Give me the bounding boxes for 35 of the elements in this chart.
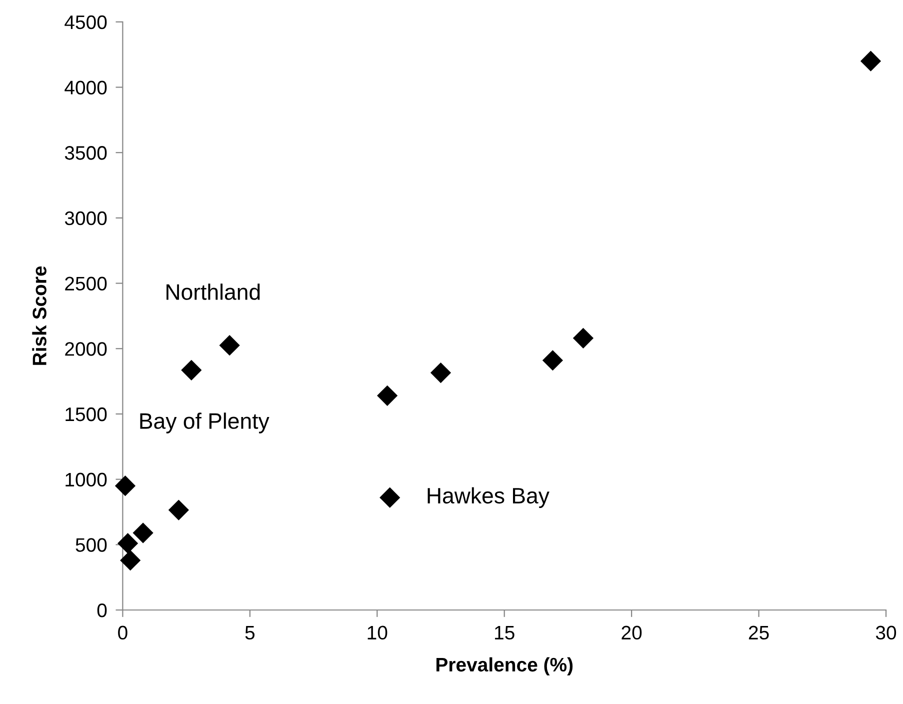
point: [181, 360, 202, 380]
y-tick-label: 4000: [64, 80, 107, 94]
y-tick-label: 0: [97, 603, 107, 618]
x-tick-label: 15: [495, 626, 514, 640]
x-tick-label: 30: [876, 626, 896, 640]
annotation: Bay of Plenty: [140, 412, 270, 434]
y-tick-label: 500: [76, 538, 107, 552]
point: [132, 522, 154, 544]
point: [120, 550, 141, 571]
y-tick-label: 1500: [66, 407, 107, 422]
y-tick-label: 4500: [64, 15, 107, 30]
y-axis-title: Risk Score: [32, 266, 46, 365]
point: [542, 350, 563, 371]
point: [114, 476, 136, 496]
annotation: Northland: [166, 284, 260, 300]
y-tick-label: 2000: [65, 342, 107, 356]
x-tick-label: 20: [622, 626, 642, 640]
x-tick-label: 5: [245, 626, 255, 640]
point: [380, 487, 400, 508]
y-tick-label: 3500: [64, 146, 107, 160]
x-axis-title: Prevalence (%): [436, 657, 573, 676]
point: [860, 50, 882, 72]
y-tick-label: 2500: [65, 276, 107, 291]
x-tick-label: 25: [748, 626, 769, 640]
point: [430, 362, 452, 384]
point: [219, 335, 240, 356]
point: [572, 328, 594, 348]
point: [377, 385, 398, 406]
y-tick-label: 3000: [64, 211, 107, 226]
point: [117, 533, 138, 554]
x-tick-label: 10: [368, 626, 388, 640]
point: [168, 500, 189, 520]
x-tick-label: 0: [118, 626, 128, 640]
y-tick-label: 1000: [66, 472, 107, 487]
annotation: Hawkes Bay: [428, 487, 550, 508]
